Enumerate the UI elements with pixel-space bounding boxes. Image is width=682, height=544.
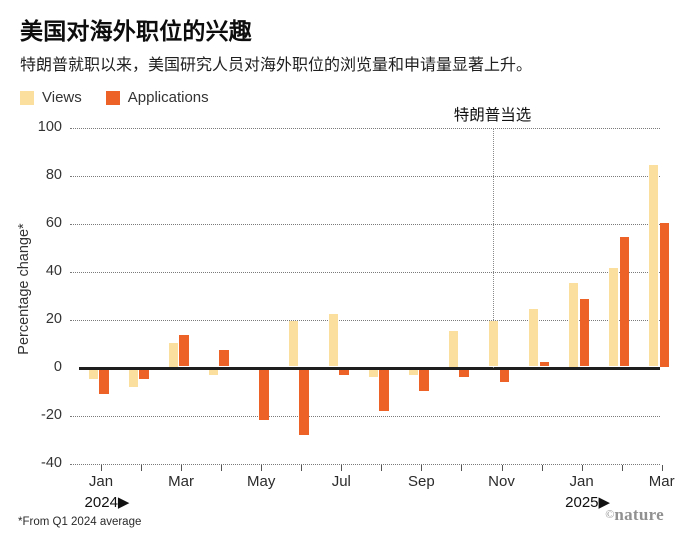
page-subtitle: 特朗普就职以来，美国研究人员对海外职位的浏览量和申请量显著上升。 [20, 57, 533, 74]
footnote: *From Q1 2024 average [18, 516, 142, 528]
x-tick [661, 464, 663, 471]
applications-swatch-icon [105, 90, 120, 105]
zero-baseline [79, 366, 660, 370]
bar-views-aug-2024 [368, 369, 378, 377]
x-tick [421, 464, 423, 471]
bar-applications-feb-2025 [619, 236, 630, 367]
copyright-icon: © [605, 507, 615, 521]
gridline--40 [70, 464, 660, 465]
x-tick-label: May [247, 473, 276, 490]
y-tick-label: 20 [45, 311, 62, 327]
y-axis-title: Percentage change* [16, 223, 32, 355]
y-tick-label: 0 [53, 359, 62, 375]
bar-views-jan-2024 [88, 369, 98, 380]
x-tick [621, 464, 623, 471]
legend-label-applications: Applications [127, 89, 209, 106]
bar-applications-mar-2025 [659, 222, 670, 367]
bar-applications-sep-2024 [419, 369, 429, 392]
legend-label-views: Views [42, 89, 82, 106]
views-swatch-icon [20, 90, 34, 105]
gridline-20 [70, 320, 660, 321]
x-tick-label: Mar [168, 473, 195, 490]
x-year-label: 2025▶ [565, 494, 611, 511]
x-year-label: 2024▶ [84, 494, 130, 511]
x-tick [381, 464, 383, 471]
x-tick [101, 464, 102, 471]
y-tick-label: 40 [45, 263, 62, 279]
trump-elected-line [492, 128, 494, 368]
y-tick-label: 80 [45, 167, 62, 183]
y-tick-label: 60 [45, 215, 62, 231]
x-tick-label: Nov [488, 473, 515, 490]
bar-views-mar-2025 [649, 164, 659, 367]
bar-applications-apr-2024 [219, 349, 229, 367]
gridline-80 [70, 176, 660, 177]
gridline-100 [70, 128, 660, 129]
nature-credit: ©nature [605, 505, 664, 525]
x-tick [221, 464, 223, 471]
x-tick [541, 464, 543, 471]
bar-applications-jan-2024 [99, 369, 109, 394]
bar-applications-nov-2024 [499, 369, 509, 382]
bar-applications-jul-2024 [339, 369, 349, 375]
bar-views-feb-2025 [609, 268, 619, 367]
bar-views-nov-2024 [489, 320, 498, 367]
y-tick-label: -40 [41, 455, 62, 471]
bar-views-apr-2024 [208, 369, 218, 375]
nature-credit-name: nature [614, 505, 664, 524]
x-tick-label: Jul [331, 473, 351, 490]
bar-views-jan-2025 [569, 282, 579, 367]
x-tick-label: Jan [569, 473, 594, 490]
bar-views-feb-2024 [128, 369, 138, 387]
x-tick [461, 464, 463, 471]
x-tick [341, 464, 343, 471]
bar-applications-dec-2024 [539, 361, 550, 367]
x-tick [181, 464, 183, 471]
gridline-60 [70, 224, 660, 225]
bar-views-dec-2024 [529, 308, 539, 367]
legend-item-applications: Applications [105, 89, 209, 106]
x-tick [261, 464, 263, 471]
gridline--20 [70, 416, 660, 417]
bar-applications-jun-2024 [299, 369, 309, 435]
x-tick [141, 464, 143, 471]
x-tick [581, 464, 583, 471]
bar-applications-oct-2024 [459, 369, 469, 377]
gridline-40 [70, 272, 660, 273]
x-tick [501, 464, 503, 471]
legend-item-views: Views [20, 89, 82, 106]
bar-views-mar-2024 [168, 342, 178, 367]
bar-views-jun-2024 [288, 320, 298, 367]
page-title: 美国对海外职位的兴趣 [20, 18, 252, 44]
bar-applications-may-2024 [259, 369, 269, 421]
bar-applications-mar-2024 [179, 335, 189, 367]
bar-views-jul-2024 [328, 313, 338, 367]
trump-elected-label: 特朗普当选 [453, 107, 532, 124]
x-tick-label: Mar [648, 473, 675, 490]
bar-views-sep-2024 [408, 369, 418, 375]
x-tick [301, 464, 303, 471]
x-tick-label: Jan [88, 473, 114, 490]
y-tick-label: -20 [41, 407, 62, 423]
bar-applications-jan-2025 [579, 299, 590, 367]
x-tick-label: Sep [408, 473, 435, 490]
legend: Views Applications [20, 89, 223, 106]
bar-applications-feb-2024 [139, 369, 149, 380]
bar-applications-aug-2024 [379, 369, 389, 411]
bar-views-oct-2024 [448, 330, 458, 367]
y-tick-label: 100 [37, 119, 62, 135]
